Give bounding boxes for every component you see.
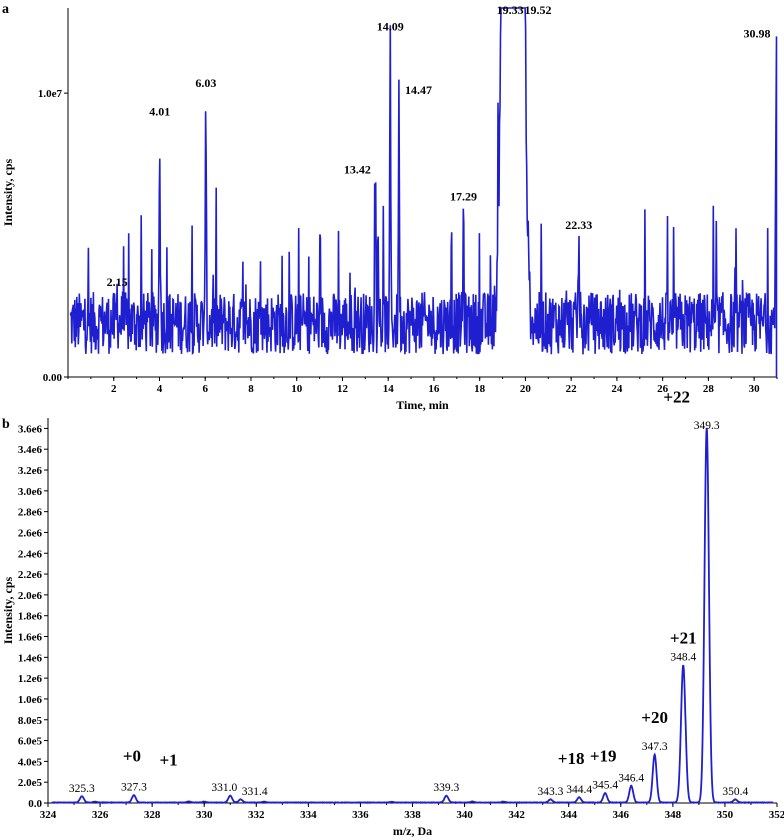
x-tick-label: 352 [769,809,784,821]
chromatogram-panel: 0.001.0e72.00e73.00e74.00e75.00e76.00e77… [1,3,778,412]
x-axis-label: Time, min [396,398,449,412]
x-tick-label: 330 [196,809,213,821]
peak-label: 22.33 [565,218,592,232]
y-tick-label: 3.2e6 [18,465,43,477]
peak-label: 347.3 [642,741,668,753]
y-tick-label: 1.8e6 [18,611,43,623]
x-tick-label: 16 [428,383,440,395]
x-tick-label: 2 [111,383,117,395]
peak-label: 17.29 [450,190,477,204]
x-tick-label: 24 [611,383,623,395]
y-axis-label: Intensity, cps [1,577,15,645]
x-tick-label: 30 [749,383,761,395]
y-tick-label: 1.0e6 [18,694,43,706]
peak-label: 331.0 [211,782,237,794]
y-tick-label: 8.0e5 [18,715,43,727]
isotope-annotation: +22 [663,387,690,406]
y-tick-label: 1.2e6 [18,673,43,685]
x-tick-label: 348 [665,809,682,821]
x-tick-label: 346 [613,809,630,821]
peak-label: 339.3 [433,782,459,794]
mass-spectrum-panel: 0.0 2.0e5 4.0e5 6.0e5 8.0e5 1.0e6 1.2e6 1.4e6 1.… [1,387,784,838]
y-tick-label: 1.4e6 [18,652,43,664]
peak-label: 349.3 [694,420,720,432]
peak-label: 30.98 [744,26,771,40]
y-tick-label: 2.2e6 [18,569,43,581]
y-tick-label: 2.0e6 [18,590,43,602]
isotope-annotation: +20 [641,708,668,727]
isotope-annotation: +21 [670,629,697,648]
spectrum-trace [51,427,774,804]
x-tick-label: 26 [657,383,669,395]
x-tick-label: 334 [300,809,317,821]
x-tick-label: 18 [474,383,486,395]
x-tick-label: 326 [92,809,109,821]
x-tick-label: 328 [144,809,161,821]
peak-label: 345.4 [592,780,618,792]
isotope-annotation: +19 [590,747,617,766]
x-tick-label: 6 [202,383,208,395]
y-tick-label: 2.8e6 [18,507,43,519]
x-tick-label: 332 [248,809,265,821]
peak-label: 346.4 [618,772,644,784]
y-tick-label: 2.6e6 [18,527,43,539]
peak-label: 14.09 [377,19,404,33]
peak-label: 331.4 [242,786,268,798]
x-tick-label: 338 [404,809,421,821]
x-tick-label: 10 [291,383,303,395]
peak-label: 344.4 [566,784,592,796]
peak-label: 343.3 [538,786,564,798]
y-tick-label: 3.0e6 [18,486,43,498]
peak-label: 14.47 [405,83,432,97]
panel-letter-a: a [2,2,9,17]
x-tick-label: 20 [520,383,532,395]
x-tick-label: 344 [560,809,577,821]
x-tick-label: 350 [717,809,734,821]
isotope-annotation: +0 [123,747,141,766]
peak-label: 13.42 [344,162,371,176]
x-tick-label: 8 [248,383,254,395]
x-tick-label: 28 [703,383,715,395]
x-tick-label: 324 [40,809,57,821]
isotope-annotation: +18 [558,749,585,768]
peak-label: 327.3 [121,782,147,794]
y-tick-label: 4.0e5 [18,756,43,768]
peak-label: 2.15 [107,275,128,289]
y-tick-label: 2.4e6 [18,548,43,560]
x-tick-label: 4 [157,383,163,395]
x-tick-label: 342 [508,809,525,821]
y-tick-label: 3.4e6 [18,444,43,456]
y-tick-label: 1.6e6 [18,632,43,644]
x-tick-label: 12 [337,383,349,395]
x-axis-label: m/z, Da [393,824,432,838]
isotope-annotation: +1 [159,751,177,770]
peak-label: 350.4 [722,786,748,798]
peak-label: 325.3 [69,783,95,795]
y-tick-label: 3.6e6 [18,423,43,435]
y-tick-label: 1.0e7 [38,88,63,100]
peak-label: 19.52 [524,3,551,17]
chromatogram-trace [69,7,778,377]
y-tick-label: 0.00 [43,372,63,384]
x-tick-label: 14 [383,383,395,395]
y-tick-label: 0.0 [28,798,42,810]
y-tick-label: 6.0e5 [18,736,43,748]
peak-label: 19.33 [497,3,524,17]
y-tick-label: 2.0e5 [18,777,43,789]
peak-label: 4.01 [149,105,170,119]
peak-label: 348.4 [670,652,696,664]
y-axis-label: Intensity, cps [1,159,15,227]
peak-label: 6.03 [195,76,216,90]
panel-letter-b: b [2,417,10,432]
x-tick-label: 336 [352,809,369,821]
x-tick-label: 22 [566,383,578,395]
x-tick-label: 340 [456,809,473,821]
